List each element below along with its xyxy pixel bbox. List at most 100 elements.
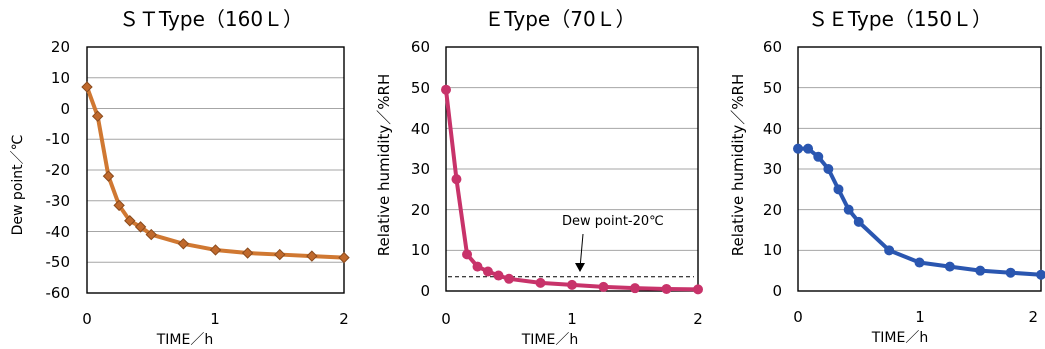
data-point — [823, 164, 834, 174]
data-point — [504, 273, 514, 284]
data-point — [124, 215, 136, 227]
series-line — [798, 146, 1042, 277]
data-point — [843, 204, 854, 215]
data-point — [975, 265, 986, 276]
x-tick-label: 1 — [210, 310, 220, 328]
data-point — [451, 174, 462, 185]
data-point — [693, 284, 703, 295]
data-point — [441, 84, 451, 95]
x-tick-labels: 0 1 2 — [441, 310, 703, 328]
data-point — [884, 245, 895, 256]
y-tick-label: -50 — [46, 253, 71, 271]
data-point — [145, 228, 157, 241]
x-tick-label: 1 — [915, 308, 925, 326]
chart-e-type: ＥType（70Ｌ） 60 50 40 30 20 10 0 0 1 2 TIM… — [375, 7, 703, 348]
chart-title: ＳＴType（160Ｌ） — [119, 7, 303, 31]
y-axis-label: Relative humidity／%RH — [729, 74, 747, 256]
data-point — [944, 261, 955, 272]
plot-frame — [797, 46, 1042, 292]
data-point — [803, 143, 814, 154]
y-tick-label: 20 — [51, 38, 70, 56]
data-point — [493, 270, 504, 281]
chart-title: ＳＥType（150Ｌ） — [808, 7, 992, 31]
dew-point-annotation: Dew point-20℃ — [562, 214, 664, 229]
x-tick-label: 0 — [441, 310, 451, 328]
y-tick-label: 40 — [763, 120, 782, 138]
x-tick-label: 2 — [693, 310, 703, 328]
data-point — [113, 199, 125, 212]
series-group — [81, 81, 350, 264]
grid-lines — [798, 46, 1041, 292]
series-group — [793, 143, 1045, 280]
y-tick-label: 50 — [763, 79, 782, 97]
plot-frame — [86, 46, 345, 294]
y-tick-label: 40 — [411, 120, 430, 138]
x-tick-label: 2 — [339, 310, 349, 328]
plot-frame — [445, 46, 699, 292]
y-axis-label: Relative humidity／%RH — [375, 74, 393, 256]
y-tick-labels: 20 10 0 -10 -20 -30 -40 -50 -60 — [46, 38, 71, 302]
y-tick-label: 10 — [763, 241, 782, 259]
grid-lines — [446, 46, 698, 292]
y-tick-labels: 60 50 40 30 20 10 0 — [411, 38, 430, 300]
y-tick-label: 20 — [411, 201, 430, 219]
x-tick-labels: 0 1 2 — [793, 308, 1038, 326]
data-point — [177, 238, 190, 250]
chart-title: ＥType（70Ｌ） — [484, 7, 635, 31]
data-point — [482, 266, 493, 277]
y-tick-label: 30 — [411, 160, 430, 178]
y-tick-label: -10 — [46, 130, 71, 148]
data-point — [598, 281, 609, 292]
x-tick-labels: 0 1 2 — [82, 310, 349, 328]
data-point — [567, 279, 577, 290]
y-tick-label: 0 — [772, 282, 782, 300]
chart-se-type: ＳＥType（150Ｌ） 60 50 40 30 20 10 0 0 1 2 T… — [729, 7, 1045, 346]
y-tick-label: 60 — [411, 38, 430, 56]
x-tick-label: 0 — [793, 308, 803, 326]
x-axis-label: TIME／h — [156, 332, 213, 348]
data-point — [91, 110, 104, 122]
y-tick-label: -40 — [46, 223, 71, 241]
y-tick-label: -30 — [46, 192, 71, 210]
data-point — [535, 277, 546, 288]
data-point — [661, 283, 672, 294]
data-point — [914, 257, 925, 268]
data-point — [813, 151, 824, 162]
data-point — [241, 247, 254, 259]
series-line — [85, 86, 345, 260]
y-tick-label: -20 — [46, 161, 71, 179]
y-axis-label: Dew point／℃ — [10, 135, 26, 236]
data-point — [853, 216, 864, 227]
data-point — [81, 81, 93, 93]
x-tick-label: 0 — [82, 310, 92, 328]
x-axis-label: TIME／h — [871, 330, 928, 346]
y-tick-label: 30 — [763, 160, 782, 178]
y-tick-label: 10 — [51, 69, 70, 87]
data-point — [134, 221, 147, 233]
x-tick-label: 1 — [567, 310, 577, 328]
data-point — [338, 251, 350, 264]
data-point — [209, 244, 222, 256]
y-tick-label: 0 — [420, 282, 430, 300]
data-point — [793, 143, 803, 154]
x-tick-label: 2 — [1028, 308, 1038, 326]
data-point — [306, 250, 318, 262]
data-point — [630, 283, 640, 294]
y-tick-label: 60 — [763, 38, 782, 56]
series-group — [441, 84, 703, 295]
y-tick-label: 10 — [411, 241, 430, 259]
data-point — [1036, 269, 1045, 280]
data-point — [833, 184, 844, 195]
series-line — [444, 89, 699, 292]
y-tick-label: 20 — [763, 201, 782, 219]
y-tick-labels: 60 50 40 30 20 10 0 — [763, 38, 782, 300]
data-point — [274, 248, 286, 261]
y-tick-label: 0 — [60, 100, 70, 118]
chart-st-type: ＳＴType（160Ｌ） 20 10 0 -10 -20 -30 -40 -50… — [10, 7, 350, 348]
x-axis-label: TIME／h — [521, 332, 578, 348]
data-point — [1005, 267, 1016, 278]
data-point — [102, 170, 115, 182]
data-point — [472, 261, 483, 272]
y-tick-label: -60 — [46, 284, 71, 302]
